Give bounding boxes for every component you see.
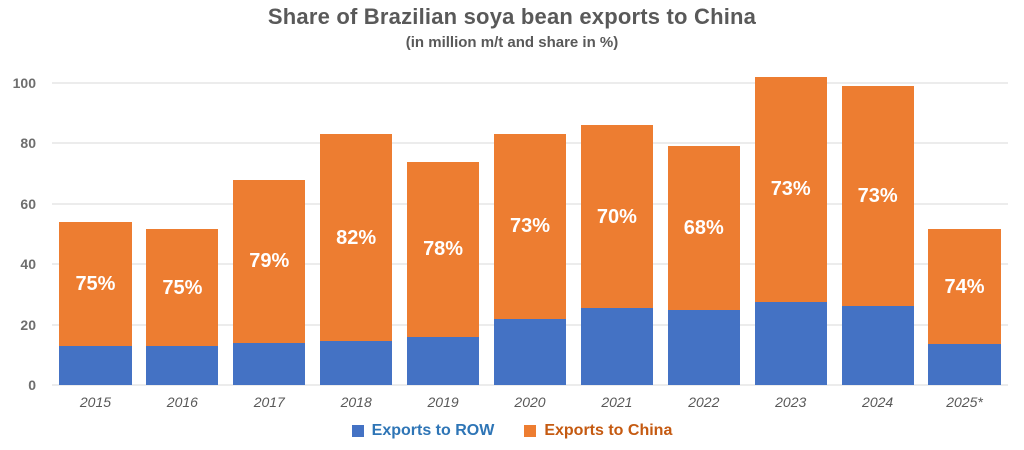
y-axis-tick-label: 60 [20,195,36,212]
legend-item: Exports to ROW [351,422,495,439]
x-axis-labels: 2015 2016 2017 2018 2019 2020 2021 2022 2023 2024… [52,394,1008,410]
chart-subtitle: (in million m/t and share in %) [405,34,619,51]
plot-area: 75% 75% 79% 82% 78% 73% 70% 68% 73% 73% 74% [52,76,1008,386]
x-axis-tick-label: 2025* [946,394,983,410]
x-axis-tick-label: 2017 [253,394,285,410]
exports-to-china-segment: 68% [667,146,740,310]
bar-slot: 78% [400,83,487,385]
legend-label: Exports to China [544,422,673,439]
x-axis-tick-label: 2015 [79,394,112,410]
bar-slot: 74% [921,83,1008,385]
gridline [52,82,1008,84]
exports-to-china-segment: 70% [580,125,653,308]
legend-swatch-icon [351,425,364,437]
stacked-bar-2025*: 74% [928,83,1001,385]
bar-slot: 82% [313,83,400,385]
exports-to-row-segment [59,345,132,385]
exports-to-row-segment [928,344,1001,385]
bar-slot: 70% [573,83,660,385]
legend: Exports to ROW Exports to China [0,423,1024,439]
exports-to-china-segment: 75% [59,221,132,346]
x-axis-tick-label: 2016 [166,394,198,410]
exports-to-row-segment [493,318,567,385]
bar-slot: 73% [487,83,574,385]
gridline [52,384,1008,386]
bar-slot: 68% [660,83,747,385]
china-share-label: 82% [336,226,377,249]
bar-slot: 73% [747,76,834,385]
china-share-label: 73% [857,185,898,208]
exports-to-row-segment [407,336,480,385]
legend-swatch-icon [524,425,537,437]
bar-slot: 75% [139,83,226,385]
bar-slot: 79% [226,83,313,385]
exports-to-china-segment: 73% [754,76,827,302]
bar-slot: 75% [52,83,139,385]
y-axis-tick-label: 100 [12,75,36,91]
china-share-label: 78% [423,238,464,261]
x-axis-tick-label: 2023 [775,394,807,410]
exports-to-row-segment [146,345,219,385]
stacked-bar-2021: 70% [580,83,653,385]
china-share-label: 75% [75,272,116,295]
exports-to-china-segment: 73% [493,134,567,319]
stacked-bar-2024: 73% [841,83,914,385]
stacked-bar-2015: 75% [59,83,132,385]
exports-to-china-segment: 74% [928,229,1001,345]
legend-label: Exports to ROW [371,422,495,439]
x-axis-tick-label: 2020 [514,394,546,410]
exports-to-row-segment [580,308,653,385]
exports-to-row-segment [841,306,914,385]
y-axis-tick-label: 0 [28,377,36,393]
china-share-label: 79% [249,250,290,273]
exports-to-row-segment [320,341,393,385]
stacked-bar-2018: 82% [320,83,393,385]
y-axis-tick-label: 40 [20,256,36,273]
stacked-bar-2022: 68% [667,83,740,385]
china-share-label: 75% [162,276,203,299]
y-axis-tick-label: 80 [20,135,36,152]
y-axis-tick-label: 20 [20,316,36,333]
x-axis-tick-label: 2019 [427,394,459,410]
exports-to-row-segment [754,301,827,385]
china-share-label: 70% [596,205,637,228]
exports-to-row-segment [667,309,740,385]
exports-to-china-segment: 78% [407,161,480,337]
china-share-label: 73% [509,215,550,238]
x-axis-tick-label: 2018 [340,394,372,410]
china-share-label: 74% [944,275,985,298]
china-share-label: 73% [770,178,811,201]
exports-to-china-segment: 73% [841,86,914,307]
exports-to-china-segment: 75% [146,229,219,346]
bars-row: 75% 75% 79% 82% 78% 73% 70% 68% 73% 73% 74% [52,76,1008,385]
bar-slot: 73% [834,83,921,385]
chart-title: Share of Brazilian soya bean exports to … [267,4,757,29]
stacked-bar-2019: 78% [407,83,480,385]
exports-to-china-segment: 82% [320,134,393,342]
stacked-bar-2016: 75% [146,83,219,385]
exports-to-china-segment: 79% [233,179,306,343]
stacked-bar-2017: 79% [233,83,306,385]
y-axis-labels: 0 20 40 60 80 100 [0,76,40,392]
x-axis-tick-label: 2024 [862,394,894,410]
legend-item: Exports to China [524,423,672,439]
x-axis-tick-label: 2021 [601,394,633,410]
exports-to-row-segment [233,342,306,385]
stacked-bar-2020: 73% [493,83,567,385]
china-share-label: 68% [683,216,724,239]
stacked-bar-2023: 73% [754,76,827,385]
x-axis-tick-label: 2022 [688,394,720,410]
